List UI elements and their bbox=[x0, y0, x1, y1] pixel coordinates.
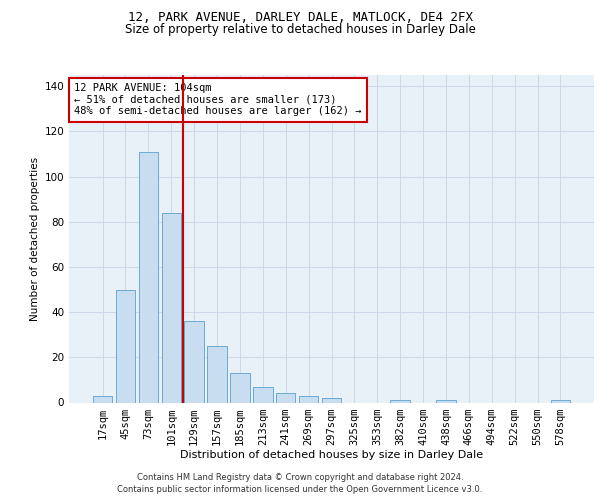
Bar bbox=[161, 213, 181, 402]
Bar bbox=[322, 398, 341, 402]
Text: Size of property relative to detached houses in Darley Dale: Size of property relative to detached ho… bbox=[125, 22, 475, 36]
Bar bbox=[391, 400, 410, 402]
Bar bbox=[230, 373, 250, 402]
Text: 12, PARK AVENUE, DARLEY DALE, MATLOCK, DE4 2FX: 12, PARK AVENUE, DARLEY DALE, MATLOCK, D… bbox=[128, 11, 473, 24]
Y-axis label: Number of detached properties: Number of detached properties bbox=[30, 156, 40, 321]
Bar bbox=[551, 400, 570, 402]
Bar bbox=[276, 394, 295, 402]
Bar bbox=[116, 290, 135, 403]
Bar bbox=[184, 321, 204, 402]
Bar bbox=[208, 346, 227, 403]
Text: Contains HM Land Registry data © Crown copyright and database right 2024.
Contai: Contains HM Land Registry data © Crown c… bbox=[118, 472, 482, 494]
Bar bbox=[299, 396, 319, 402]
Bar bbox=[93, 396, 112, 402]
Bar bbox=[253, 386, 272, 402]
X-axis label: Distribution of detached houses by size in Darley Dale: Distribution of detached houses by size … bbox=[180, 450, 483, 460]
Bar bbox=[139, 152, 158, 403]
Bar bbox=[436, 400, 455, 402]
Text: 12 PARK AVENUE: 104sqm
← 51% of detached houses are smaller (173)
48% of semi-de: 12 PARK AVENUE: 104sqm ← 51% of detached… bbox=[74, 83, 362, 116]
